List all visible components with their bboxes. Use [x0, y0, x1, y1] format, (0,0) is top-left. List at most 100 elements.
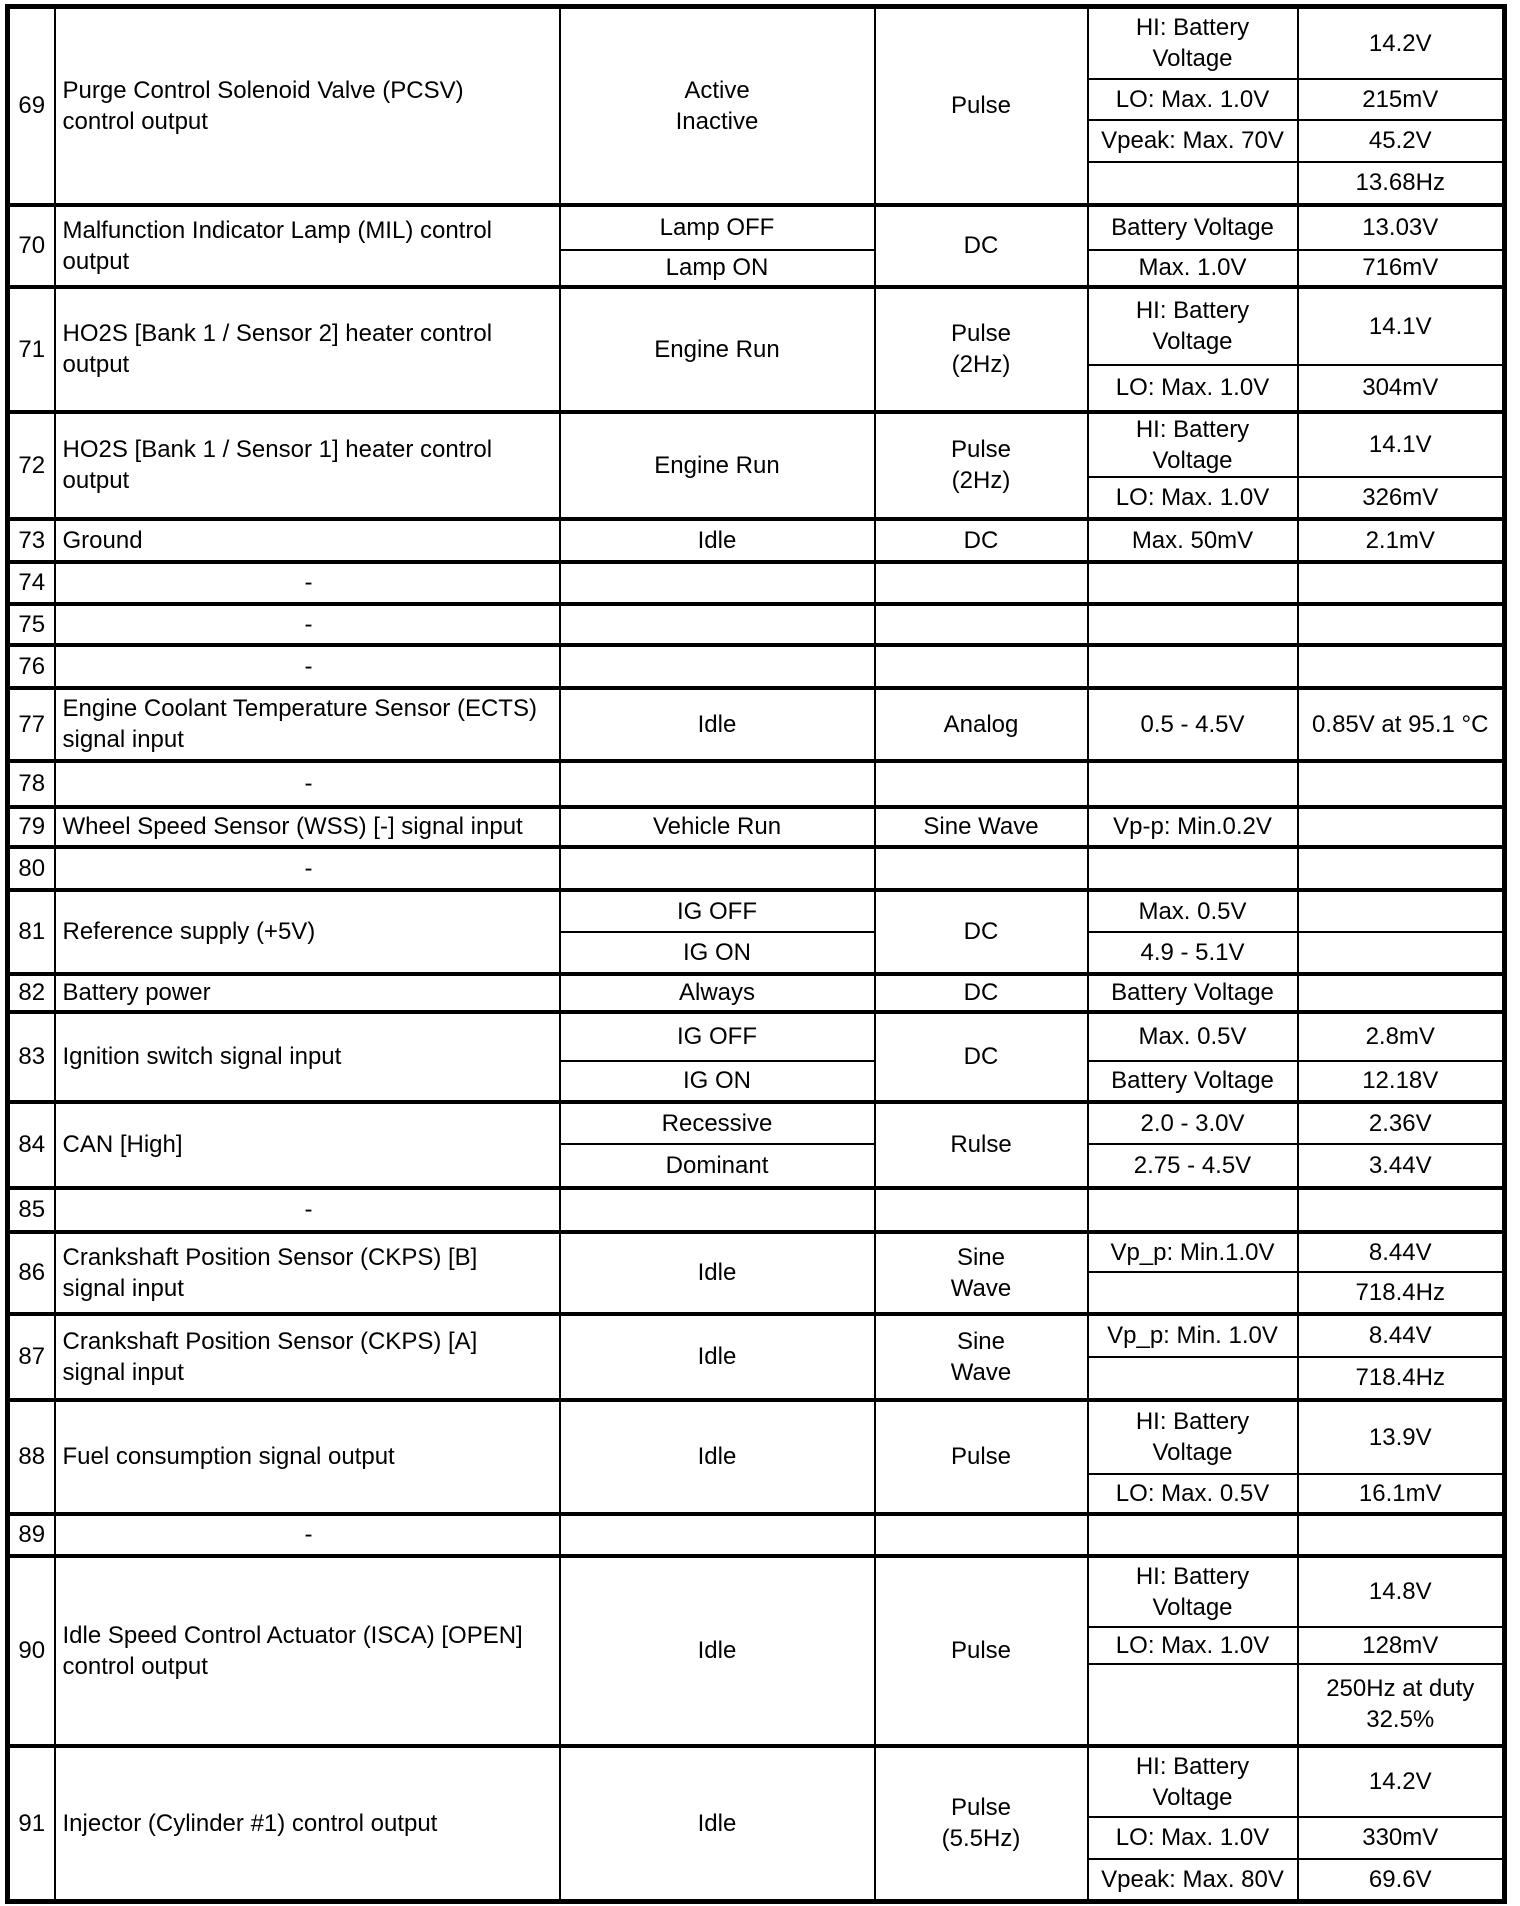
condition-cell: Lamp ON: [558, 248, 876, 288]
condition-cell: Engine Run: [558, 409, 876, 520]
value-cell: 2.1mV: [1296, 516, 1506, 563]
table-row: 85-: [6, 1185, 1506, 1233]
description-cell: Reference supply (+5V): [53, 887, 561, 975]
table-row: 86 Crankshaft Position Sensor (CKPS) [B] …: [6, 1229, 1506, 1315]
condition-cell: [558, 601, 876, 646]
condition-cell: Idle: [558, 1311, 876, 1401]
spec-cell: [1086, 1185, 1299, 1233]
value-cell: 69.6V: [1296, 1857, 1506, 1903]
table-row: 89-: [6, 1511, 1506, 1557]
table-row: 718.4Hz: [8, 1355, 1506, 1401]
table-row: 90 Idle Speed Control Actuator (ISCA) [OP…: [6, 1553, 1506, 1747]
spec-cell: [1086, 642, 1299, 689]
pin-number-cell: 84: [6, 1099, 56, 1189]
description-cell: -: [53, 1185, 561, 1233]
value-cell: 326mV: [1296, 475, 1506, 520]
pin-number-cell: 83: [6, 1009, 56, 1103]
value-cell: [1296, 642, 1506, 689]
table-row: 87 Crankshaft Position Sensor (CKPS) [A] …: [6, 1311, 1506, 1401]
signal-type-cell: Sine Wave: [873, 804, 1089, 848]
description-cell: Ground: [53, 516, 561, 563]
spec-cell: LO: Max. 1.0V: [1086, 475, 1299, 520]
spec-cell: Vp-p: Min.0.2V: [1086, 804, 1299, 848]
description-cell: -: [53, 642, 561, 689]
pin-number-cell: 86: [6, 1229, 56, 1315]
spec-cell: HI: Battery Voltage: [1086, 1553, 1299, 1628]
condition-cell: Idle: [558, 685, 876, 762]
condition-cell: Idle: [558, 1229, 876, 1315]
signal-type-cell: Pulse (5.5Hz): [873, 1743, 1089, 1903]
description-cell: Injector (Cylinder #1) control output: [53, 1743, 561, 1903]
description-cell: -: [53, 559, 561, 605]
value-cell: [1296, 804, 1506, 848]
pin-number-cell: 85: [6, 1185, 56, 1233]
value-cell: 13.9V: [1296, 1397, 1506, 1475]
table-row: Dominant 2.75 - 4.5V 3.44V: [8, 1142, 1506, 1189]
table-row: LO: Max. 1.0V 330mV: [8, 1815, 1506, 1860]
value-cell: 2.8mV: [1296, 1009, 1506, 1062]
signal-type-cell: [873, 1511, 1089, 1557]
value-cell: 14.1V: [1296, 284, 1506, 366]
pin-number-cell: 71: [6, 284, 56, 413]
pin-number-cell: 74: [6, 559, 56, 605]
pin-number-cell: 70: [6, 202, 56, 288]
signal-type-cell: DC: [873, 202, 1089, 288]
value-cell: 718.4Hz: [1296, 1270, 1506, 1315]
spec-cell: LO: Max. 1.0V: [1086, 77, 1299, 121]
value-cell: 13.68Hz: [1296, 160, 1506, 206]
table-row: 250Hz at duty 32.5%: [8, 1662, 1506, 1747]
value-cell: 716mV: [1296, 248, 1506, 288]
spec-cell: 0.5 - 4.5V: [1086, 685, 1299, 762]
condition-cell: [558, 844, 876, 891]
pin-number-cell: 79: [6, 804, 56, 848]
pin-number-cell: 73: [6, 516, 56, 563]
pin-number-cell: 91: [6, 1743, 56, 1903]
value-cell: 16.1mV: [1296, 1472, 1506, 1515]
description-cell: Idle Speed Control Actuator (ISCA) [OPEN…: [53, 1553, 561, 1747]
description-cell: Engine Coolant Temperature Sensor (ECTS)…: [53, 685, 561, 762]
value-cell: [1296, 1511, 1506, 1557]
spec-cell: Vp_p: Min.1.0V: [1086, 1229, 1299, 1273]
condition-cell: Idle: [558, 1397, 876, 1515]
table-row: 75-: [6, 601, 1506, 646]
table-row: LO: Max. 1.0V 215mV: [8, 77, 1506, 121]
condition-cell: IG OFF: [558, 887, 876, 933]
signal-type-cell: [873, 642, 1089, 689]
table-row: 91 Injector (Cylinder #1) control output I…: [6, 1743, 1506, 1903]
pin-number-cell: 77: [6, 685, 56, 762]
description-cell: -: [53, 1511, 561, 1557]
spec-cell: HI: Battery Voltage: [1086, 409, 1299, 478]
table-row: 76-: [6, 642, 1506, 689]
pin-number-cell: 81: [6, 887, 56, 975]
condition-cell: Always: [558, 971, 876, 1013]
table-row: 69 Purge Control Solenoid Valve (PCSV) co…: [6, 4, 1506, 206]
pin-number-cell: 69: [6, 4, 56, 206]
signal-type-cell: Sine Wave: [873, 1229, 1089, 1315]
signal-type-cell: [873, 559, 1089, 605]
table-row: 74-: [6, 559, 1506, 605]
value-cell: 45.2V: [1296, 118, 1506, 163]
description-cell: Battery power: [53, 971, 561, 1013]
spec-cell: [1086, 559, 1299, 605]
table-row: LO: Max. 1.0V 326mV: [8, 475, 1506, 520]
signal-type-cell: Rulse: [873, 1099, 1089, 1189]
table-row: 73 Ground Idle DC Max. 50mV 2.1mV: [6, 516, 1506, 563]
value-cell: [1296, 887, 1506, 933]
description-cell: -: [53, 601, 561, 646]
spec-cell: [1086, 844, 1299, 891]
table-row: 718.4Hz: [8, 1270, 1506, 1315]
pin-number-cell: 76: [6, 642, 56, 689]
value-cell: 8.44V: [1296, 1229, 1506, 1273]
condition-cell: Idle: [558, 1553, 876, 1747]
description-cell: Crankshaft Position Sensor (CKPS) [A] si…: [53, 1311, 561, 1401]
description-cell: -: [53, 758, 561, 808]
signal-type-cell: DC: [873, 971, 1089, 1013]
condition-cell: [558, 642, 876, 689]
table-row: Vpeak: Max. 70V 45.2V: [8, 118, 1506, 163]
table-row: 83 Ignition switch signal input IG OFF DC Ma…: [6, 1009, 1506, 1103]
signal-type-cell: Sine Wave: [873, 1311, 1089, 1401]
condition-cell: Recessive: [558, 1099, 876, 1145]
table-row: 79 Wheel Speed Sensor (WSS) [-] signal in…: [6, 804, 1506, 848]
spec-cell: HI: Battery Voltage: [1086, 4, 1299, 80]
condition-cell: Engine Run: [558, 284, 876, 413]
